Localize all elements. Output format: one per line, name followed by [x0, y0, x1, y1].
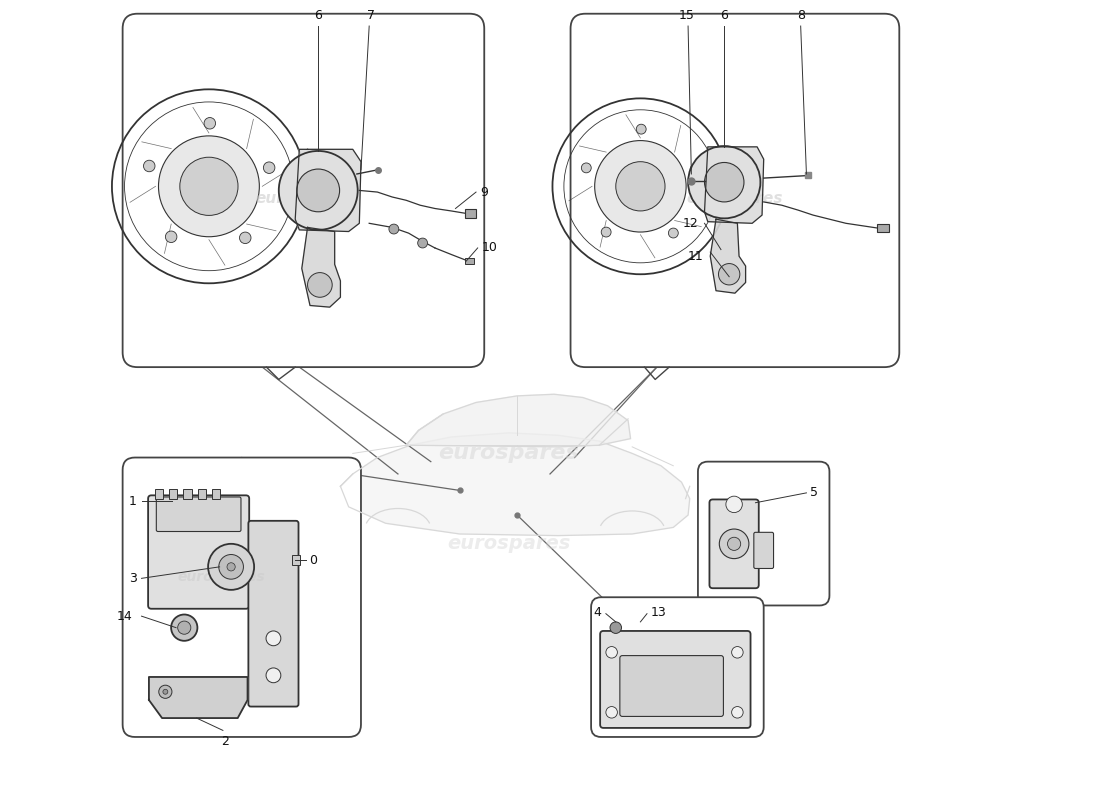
Text: eurospares: eurospares	[448, 534, 571, 554]
Circle shape	[208, 544, 254, 590]
Circle shape	[163, 690, 168, 694]
Circle shape	[732, 646, 744, 658]
Text: 11: 11	[688, 250, 704, 262]
Circle shape	[595, 141, 686, 232]
Circle shape	[266, 631, 280, 646]
FancyBboxPatch shape	[754, 532, 773, 569]
Bar	[464, 258, 474, 264]
Text: eurospares: eurospares	[439, 443, 580, 463]
Circle shape	[158, 685, 172, 698]
Circle shape	[718, 263, 740, 285]
FancyBboxPatch shape	[156, 497, 241, 531]
Text: 10: 10	[482, 242, 497, 254]
FancyBboxPatch shape	[249, 521, 298, 706]
Circle shape	[719, 529, 749, 558]
Circle shape	[616, 162, 666, 211]
Circle shape	[172, 614, 197, 641]
Circle shape	[308, 273, 332, 298]
Circle shape	[278, 151, 358, 230]
Bar	[464, 210, 476, 218]
FancyBboxPatch shape	[122, 14, 484, 367]
Bar	[292, 555, 300, 565]
FancyBboxPatch shape	[591, 598, 763, 737]
Circle shape	[732, 706, 744, 718]
Circle shape	[205, 118, 216, 129]
Circle shape	[266, 668, 280, 682]
Text: 12: 12	[682, 217, 697, 230]
Polygon shape	[295, 150, 361, 231]
Circle shape	[636, 124, 646, 134]
Bar	[198, 489, 207, 498]
Circle shape	[689, 146, 760, 218]
Text: 2: 2	[221, 735, 229, 748]
Circle shape	[263, 162, 275, 174]
Circle shape	[418, 238, 428, 248]
Circle shape	[704, 162, 744, 202]
Circle shape	[240, 232, 251, 243]
Circle shape	[165, 231, 177, 242]
Circle shape	[602, 227, 612, 237]
Circle shape	[726, 496, 742, 513]
Text: 9: 9	[480, 186, 488, 198]
Text: 1: 1	[129, 494, 136, 507]
Text: eurospares: eurospares	[255, 191, 352, 206]
Circle shape	[582, 163, 591, 173]
Circle shape	[690, 165, 700, 174]
Text: 7: 7	[366, 9, 375, 22]
Circle shape	[178, 621, 190, 634]
Bar	[877, 224, 889, 232]
FancyBboxPatch shape	[601, 631, 750, 728]
Text: 4: 4	[593, 606, 601, 618]
Text: 3: 3	[129, 572, 136, 585]
Circle shape	[389, 224, 399, 234]
FancyBboxPatch shape	[710, 499, 759, 588]
Polygon shape	[704, 147, 763, 223]
Circle shape	[227, 562, 235, 571]
Bar	[212, 489, 220, 498]
Circle shape	[143, 160, 155, 172]
Text: 13: 13	[650, 606, 666, 618]
Bar	[184, 489, 191, 498]
Circle shape	[606, 706, 617, 718]
Text: eurospares: eurospares	[177, 570, 265, 584]
FancyBboxPatch shape	[148, 495, 250, 609]
Circle shape	[610, 622, 621, 634]
FancyBboxPatch shape	[620, 656, 724, 717]
Circle shape	[669, 228, 679, 238]
Text: 6: 6	[315, 9, 322, 22]
Bar	[168, 489, 177, 498]
Circle shape	[179, 158, 238, 215]
Circle shape	[297, 169, 340, 212]
Polygon shape	[340, 433, 690, 536]
Text: 0: 0	[309, 554, 317, 566]
Text: eurospares: eurospares	[686, 191, 783, 206]
Circle shape	[606, 646, 617, 658]
Bar	[155, 489, 163, 498]
Circle shape	[158, 136, 260, 237]
Polygon shape	[148, 677, 248, 718]
FancyBboxPatch shape	[697, 462, 829, 606]
Circle shape	[219, 554, 243, 579]
Polygon shape	[711, 219, 746, 293]
Circle shape	[727, 538, 740, 550]
Polygon shape	[406, 394, 630, 447]
FancyBboxPatch shape	[571, 14, 900, 367]
Text: 8: 8	[796, 9, 805, 22]
FancyBboxPatch shape	[122, 458, 361, 737]
Text: 14: 14	[117, 610, 132, 622]
Text: 15: 15	[679, 9, 694, 22]
Text: 6: 6	[720, 9, 728, 22]
Text: 5: 5	[810, 486, 817, 499]
Polygon shape	[301, 227, 340, 307]
